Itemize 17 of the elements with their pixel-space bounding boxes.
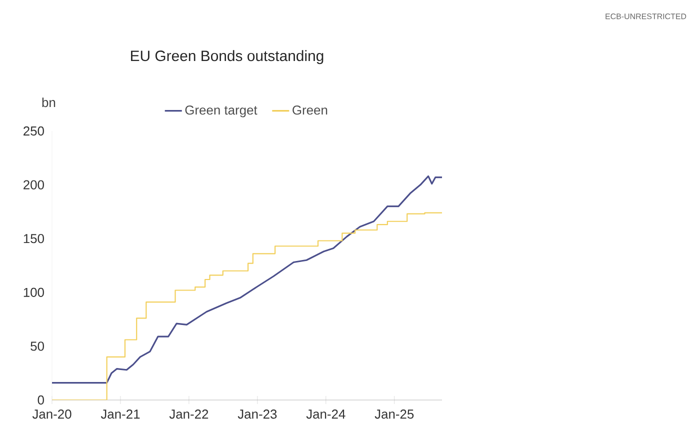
y-tick-label: 50 bbox=[30, 342, 44, 351]
y-tick-label: 200 bbox=[24, 180, 44, 190]
chart-title: EU Green Bonds outstanding bbox=[131, 50, 324, 64]
x-tick-label: Jan-21 bbox=[100, 410, 140, 419]
x-tick-label: Jan-24 bbox=[306, 410, 346, 419]
y-tick-label: 150 bbox=[24, 234, 44, 244]
x-tick-label: Jan-20 bbox=[32, 410, 72, 419]
y-tick-label: 0 bbox=[38, 395, 44, 405]
y-tick-label: 100 bbox=[24, 288, 44, 297]
x-tick-label: Jan-23 bbox=[238, 410, 277, 419]
x-tick-label: Jan-22 bbox=[169, 410, 208, 419]
y-tick-label: 250 bbox=[24, 126, 44, 136]
y-axis-title: bn bbox=[42, 98, 56, 108]
legend-label: Green bbox=[292, 106, 328, 115]
x-tick-label: Jan-25 bbox=[374, 410, 414, 419]
legend-label: Green target bbox=[185, 106, 258, 118]
line-series bbox=[52, 175, 442, 384]
